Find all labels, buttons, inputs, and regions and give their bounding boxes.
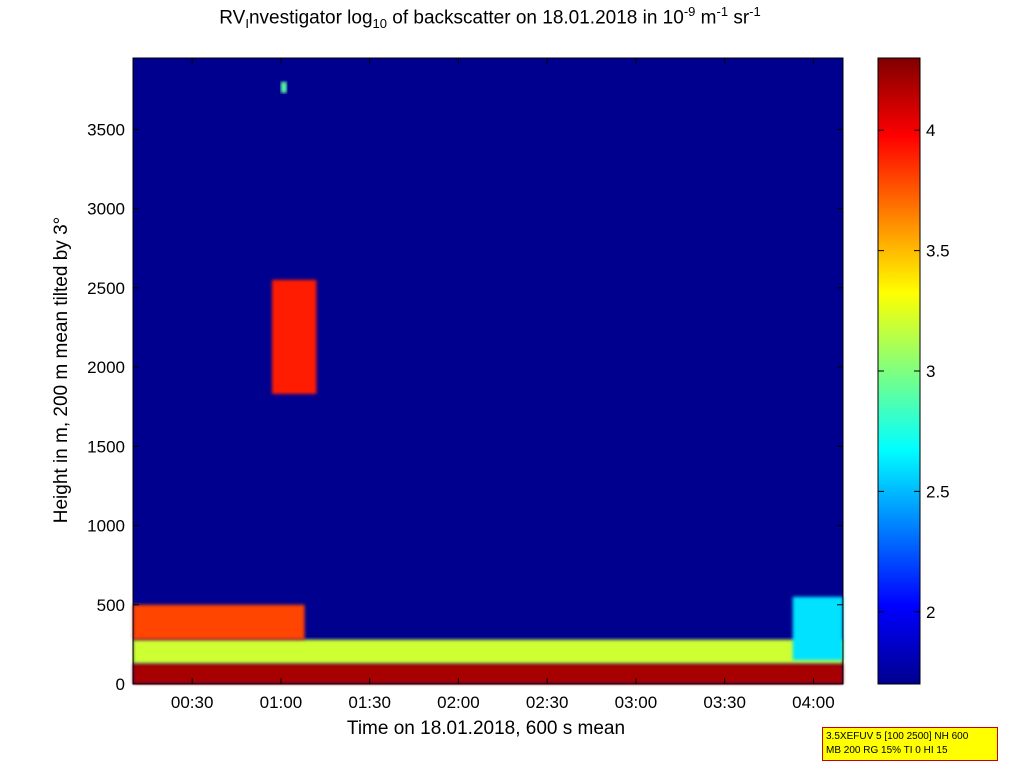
y-axis-label: Height in m, 200 m mean tilted by 3° [51, 217, 72, 523]
y-tick-label: 2000 [87, 358, 125, 377]
feature-aerosol-layer-3 [133, 604, 305, 640]
x-tick-label: 01:30 [348, 693, 391, 712]
feature-cloud-4 [272, 279, 317, 394]
y-tick-label: 1000 [87, 517, 125, 536]
x-tick-label: 04:00 [792, 693, 835, 712]
feature-surface-layer-1 [133, 663, 843, 684]
y-tick-label: 500 [97, 596, 125, 615]
x-axis: 00:30 01:00 01:30 02:00 02:30 03:00 03:30 04:00 [171, 58, 835, 712]
colorbar-tick-label: 4 [926, 121, 935, 140]
x-tick-label: 03:00 [615, 693, 658, 712]
colorbar-ticks: 2 2.5 3 3.5 4 [878, 121, 950, 622]
x-tick-label: 00:30 [171, 693, 214, 712]
feature-boundary-layer-2 [133, 639, 843, 664]
x-tick-label: 02:30 [526, 693, 569, 712]
feature-cloud-5 [280, 81, 287, 93]
y-axis: 0 500 1000 1500 2000 2500 3000 3500 [87, 120, 843, 694]
plot-frame [132, 57, 844, 685]
x-tick-label: 03:30 [703, 693, 746, 712]
y-tick-label: 2500 [87, 279, 125, 298]
x-axis-label: Time on 18.01.2018, 600 s mean [347, 718, 625, 739]
y-tick-label: 0 [116, 675, 125, 694]
y-tick-label: 3000 [87, 200, 125, 219]
info-line-1: 3.5XEFUV 5 [100 2500] NH 600 [826, 731, 969, 742]
colorbar-tick-label: 2 [926, 603, 935, 622]
chart-title: RVInvestigator log10 of backscatter on 1… [219, 4, 761, 32]
processing-info-box: 3.5XEFUV 5 [100 2500] NH 600 MB 200 RG 1… [822, 727, 998, 761]
colorbar-tick-label: 2.5 [926, 482, 950, 501]
colorbar [877, 57, 921, 685]
x-tick-label: 01:00 [260, 693, 303, 712]
y-tick-label: 1500 [87, 437, 125, 456]
y-tick-label: 3500 [87, 120, 125, 139]
info-line-2: MB 200 RG 15% TI 0 HI 15 [826, 745, 948, 756]
plot-features [133, 81, 843, 684]
colorbar-tick-label: 3.5 [926, 242, 950, 261]
plot-background [133, 58, 843, 684]
colorbar-tick-label: 3 [926, 362, 935, 381]
feature-aerosol-layer-6 [792, 596, 843, 661]
x-tick-label: 02:00 [437, 693, 480, 712]
